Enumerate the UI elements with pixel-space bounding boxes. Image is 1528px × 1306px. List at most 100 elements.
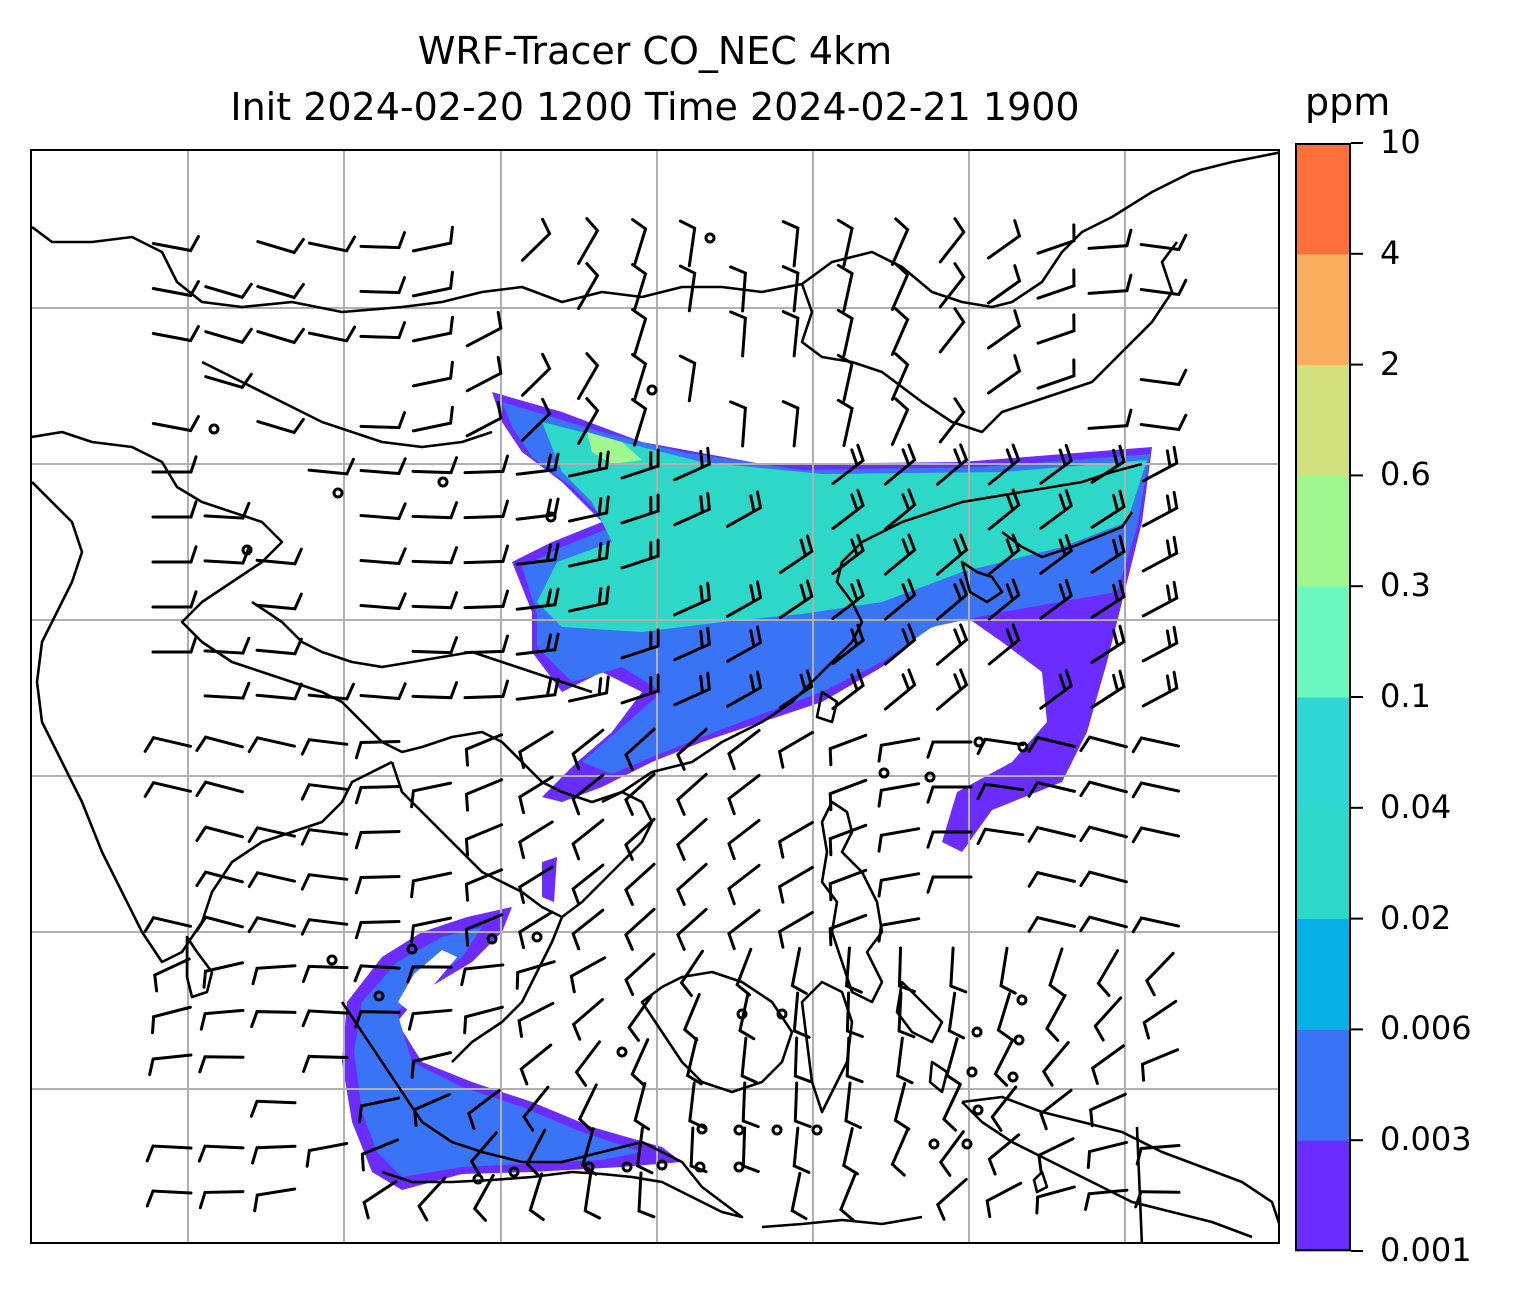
wind-barb (305, 1142, 349, 1168)
wind-barb (897, 946, 916, 993)
calm-marker (1007, 1071, 1019, 1083)
wind-barb (947, 991, 966, 1040)
wind-barb (890, 307, 910, 356)
wind-barb (1131, 736, 1181, 754)
wind-barb (987, 309, 1022, 350)
wind-barb (1141, 625, 1179, 663)
wind-barb (411, 315, 454, 343)
wind-barb (777, 820, 814, 859)
wind-barb (938, 217, 966, 264)
wind-barb (735, 947, 753, 997)
wind-barb (1086, 1140, 1128, 1169)
wind-barb (411, 456, 459, 475)
calm-marker (406, 943, 418, 955)
wind-barb (520, 217, 552, 262)
wind-barb (1131, 916, 1181, 934)
wind-barb (472, 1173, 495, 1222)
wind-barb (1079, 825, 1128, 843)
wind-barb (197, 1144, 245, 1163)
wind-barb (828, 778, 868, 812)
wind-barb (465, 355, 503, 393)
wind-barb (926, 740, 973, 759)
wind-barb (987, 488, 1021, 531)
wind-barb (577, 397, 600, 445)
colorbar-bin (1295, 364, 1351, 476)
wind-barb (255, 682, 303, 701)
wind-barb (893, 1082, 911, 1131)
wind-barb (203, 501, 251, 520)
wind-barb (777, 910, 814, 949)
wind-barb (515, 452, 560, 476)
graticule (32, 151, 1278, 1242)
wind-barb (302, 1054, 349, 1073)
wind-barb (469, 1131, 498, 1177)
wind-barb (673, 671, 711, 707)
map-panel (30, 149, 1280, 1244)
wind-barb (1090, 669, 1126, 709)
wind-barb (411, 636, 459, 655)
wind-barb (777, 730, 814, 769)
colorbar-bin (1295, 918, 1351, 1030)
wind-barb (828, 913, 868, 947)
wind-barb (1090, 489, 1126, 529)
calm-marker (696, 1123, 708, 1135)
wind-barb (359, 592, 407, 611)
wind-barb (781, 220, 800, 268)
wind-barb (777, 865, 814, 904)
wind-barb (1027, 915, 1076, 933)
wind-barb (515, 587, 560, 611)
wind-barb (897, 991, 916, 1039)
wind-barb (195, 825, 244, 843)
calm-marker (1013, 1034, 1025, 1046)
wind-barb (417, 1176, 447, 1222)
wind-barb (993, 1038, 1015, 1087)
wind-barb (935, 1177, 968, 1221)
wind-barb (307, 682, 355, 701)
wind-barb (411, 681, 459, 700)
wind-barb (996, 992, 1014, 1041)
wind-barb (1090, 624, 1126, 664)
calm-marker (733, 1161, 745, 1173)
wind-barb (411, 405, 454, 433)
map-subtitle: Init 2024-02-20 1200 Time 2024-02-21 190… (230, 85, 1080, 129)
wind-barb (1037, 1137, 1075, 1173)
wind-barb (678, 264, 697, 313)
calm-marker (545, 511, 557, 523)
wind-barb (987, 1133, 1021, 1176)
wind-barb (836, 398, 854, 448)
wind-barb (195, 870, 244, 888)
colorbar-bin (1295, 1140, 1351, 1252)
wind-barb (673, 446, 711, 482)
wind-barb (1141, 490, 1179, 528)
wind-barb (987, 623, 1021, 666)
wind-barb (145, 1144, 193, 1163)
wind-barb (676, 862, 708, 906)
colorbar-tick-label: 0.02 (1380, 898, 1452, 937)
plume-mid-south (354, 927, 642, 1177)
calm-marker (811, 1124, 823, 1136)
wind-barb (877, 872, 921, 898)
wind-barb (256, 282, 305, 300)
wind-barb (844, 946, 863, 994)
wind-barb (1079, 780, 1128, 798)
calm-marker (208, 423, 220, 435)
wind-barb (1039, 443, 1074, 485)
wind-barb (359, 231, 407, 250)
wind-barb (204, 282, 253, 300)
wind-barb (198, 1190, 245, 1210)
wind-barb (999, 946, 1017, 995)
wind-barb (255, 547, 303, 566)
wind-barb (828, 733, 868, 767)
wind-barb (467, 1089, 501, 1131)
wind-barb (520, 352, 552, 397)
calm-marker (736, 1008, 748, 1020)
wind-barb (463, 499, 510, 520)
calm-marker (694, 1161, 706, 1173)
wind-barb (247, 871, 297, 889)
wind-barb (836, 353, 854, 403)
wind-barb (198, 1055, 245, 1074)
wind-barb (571, 728, 605, 771)
wind-barb (778, 534, 814, 575)
wind-barb (1039, 578, 1074, 620)
wind-barb (406, 965, 453, 984)
